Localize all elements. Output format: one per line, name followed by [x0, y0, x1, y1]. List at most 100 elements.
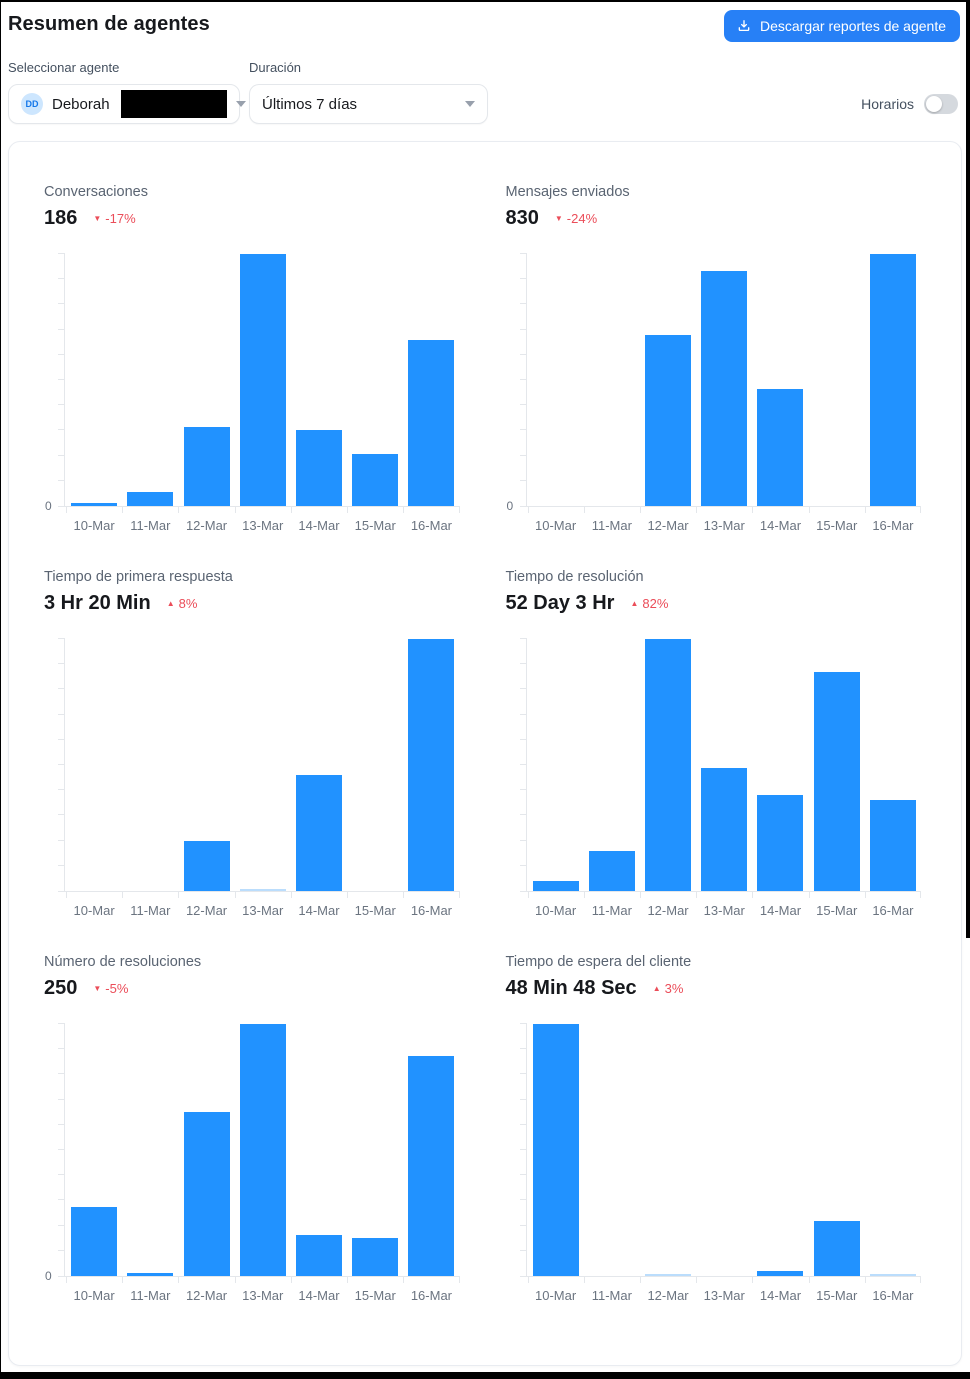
bar-16-Mar[interactable] — [869, 254, 916, 506]
y-axis-tick — [519, 789, 527, 791]
x-axis-tick — [752, 507, 754, 513]
window-frame-bottom — [0, 1372, 970, 1379]
topbar: Resumen de agentes Descargar reportes de… — [8, 10, 962, 42]
agent-select[interactable]: DD Deborah — [8, 84, 246, 124]
bar-14-Mar[interactable] — [757, 389, 804, 506]
y-axis — [58, 638, 65, 891]
bar-15-Mar[interactable] — [352, 1238, 399, 1276]
bar-15-Mar[interactable] — [813, 1220, 860, 1276]
bar-13-Mar[interactable] — [701, 767, 748, 891]
bar-15-Mar[interactable] — [813, 671, 860, 891]
bar-13-Mar[interactable] — [239, 889, 286, 891]
x-axis-tick — [808, 1277, 810, 1283]
y-axis-tick — [519, 663, 527, 665]
y-axis-tick — [58, 738, 65, 740]
bar-14-Mar[interactable] — [295, 430, 342, 506]
bar-13-Mar[interactable] — [239, 254, 286, 506]
bar-16-Mar[interactable] — [869, 800, 916, 891]
chart-title: Tiempo de primera respuesta — [44, 569, 233, 585]
bar-13-Mar[interactable] — [239, 1024, 286, 1276]
y-axis-tick — [519, 1174, 527, 1176]
window-frame-right — [966, 0, 970, 938]
duration-select[interactable]: Últimos 7 días — [249, 84, 488, 124]
x-tick-label: 13-Mar — [242, 1288, 284, 1303]
bar-16-Mar[interactable] — [408, 639, 455, 891]
bar-slot — [66, 639, 122, 891]
bar-10-Mar[interactable] — [71, 502, 118, 506]
y-axis-tick — [58, 764, 65, 765]
x-tick-label: 10-Mar — [73, 1288, 115, 1303]
bar-11-Mar[interactable] — [588, 850, 635, 891]
bar-11-Mar[interactable] — [127, 1272, 174, 1276]
bar-12-Mar[interactable] — [645, 1274, 692, 1276]
bar-12-Mar[interactable] — [645, 639, 692, 891]
x-axis-tick — [696, 507, 698, 513]
x-axis-tick — [234, 1277, 236, 1283]
download-agent-reports-button[interactable]: Descargar reportes de agente — [724, 10, 960, 42]
bar-slot — [752, 639, 808, 891]
y-axis-tick — [58, 1123, 65, 1125]
x-axis-labels: 10-Mar 11-Mar 12-Mar 13-Mar 14-Mar 15-Mar 16-M… — [66, 1277, 460, 1303]
download-button-label: Descargar reportes de agente — [760, 18, 946, 34]
bar-14-Mar[interactable] — [757, 795, 804, 891]
y-axis-tick — [58, 1249, 65, 1251]
trend-badge: ▲ 82% — [630, 596, 669, 611]
bar-16-Mar[interactable] — [408, 1055, 455, 1276]
x-axis-tick — [583, 1277, 585, 1283]
bar-10-Mar[interactable] — [532, 1024, 579, 1276]
bar-slot — [347, 1024, 403, 1276]
bar-11-Mar[interactable] — [127, 492, 174, 506]
x-tick-label: 11-Mar — [591, 1288, 632, 1303]
y-axis-tick — [519, 429, 527, 431]
bar-12-Mar[interactable] — [183, 1112, 230, 1276]
x-tick-label: 11-Mar — [130, 1288, 171, 1303]
x-tick-label: 16-Mar — [410, 903, 453, 918]
chart-title: Mensajes enviados — [505, 184, 630, 200]
bar-16-Mar[interactable] — [869, 1274, 916, 1276]
bar-12-Mar[interactable] — [183, 840, 230, 891]
bar-slot — [178, 1024, 234, 1276]
x-tick-label: 13-Mar — [242, 903, 284, 918]
bar-12-Mar[interactable] — [183, 426, 230, 506]
bar-slot — [809, 254, 865, 506]
y-axis-tick — [519, 303, 527, 305]
bars — [66, 1024, 460, 1276]
bar-slot — [865, 1024, 921, 1276]
x-axis-tick — [178, 1277, 180, 1283]
duration-filter: Duración Últimos 7 días — [249, 60, 488, 124]
bar-14-Mar[interactable] — [295, 1235, 342, 1276]
bar-10-Mar[interactable] — [71, 1206, 118, 1276]
x-axis-tick — [639, 1277, 641, 1283]
x-axis-tick — [122, 1277, 124, 1283]
y-axis-zero-label: 0 — [506, 499, 514, 513]
x-axis-ticks — [66, 506, 460, 513]
bar-slot — [528, 1024, 584, 1276]
chart-title: Número de resoluciones — [44, 954, 202, 970]
bar-15-Mar[interactable] — [352, 454, 399, 506]
bar-14-Mar[interactable] — [295, 775, 342, 891]
y-axis-tick — [519, 713, 527, 715]
x-tick-label: 15-Mar — [816, 903, 858, 918]
y-axis-tick — [519, 404, 527, 406]
bar-13-Mar[interactable] — [701, 270, 748, 506]
bar-slot — [347, 639, 403, 891]
x-axis-tick — [808, 507, 810, 513]
y-axis-zero-label: 0 — [45, 1269, 52, 1283]
x-tick-label: 12-Mar — [647, 518, 689, 533]
bar-12-Mar[interactable] — [645, 335, 692, 506]
business-hours-toggle[interactable] — [924, 94, 958, 114]
bar-10-Mar[interactable] — [532, 880, 579, 891]
x-tick-label: 15-Mar — [354, 903, 396, 918]
bar-slot — [291, 639, 347, 891]
bar-slot — [640, 639, 696, 891]
x-tick-label: 15-Mar — [816, 518, 858, 533]
agent-avatar: DD — [21, 93, 43, 115]
bar-slot — [528, 639, 584, 891]
bar-slot — [809, 1024, 865, 1276]
bar-14-Mar[interactable] — [757, 1270, 804, 1276]
window-frame-left — [0, 0, 1, 1379]
agent-select-value: Deborah — [52, 95, 110, 113]
y-axis-tick — [519, 814, 527, 816]
bar-16-Mar[interactable] — [408, 340, 455, 506]
x-axis-tick — [920, 892, 921, 898]
